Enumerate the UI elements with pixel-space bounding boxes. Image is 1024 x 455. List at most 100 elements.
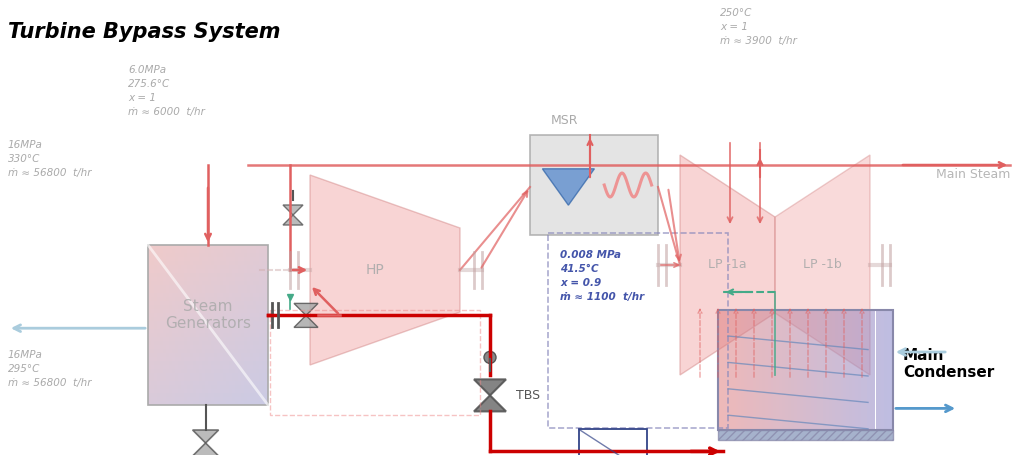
Bar	[169, 245, 172, 405]
Bar	[768, 310, 770, 430]
Text: LP -1b: LP -1b	[803, 258, 842, 272]
Bar	[208, 245, 211, 405]
Bar	[154, 245, 157, 405]
Bar	[879, 310, 882, 430]
Text: TBS: TBS	[516, 389, 540, 402]
Bar	[730, 310, 732, 430]
Bar	[181, 245, 184, 405]
Bar	[869, 310, 872, 430]
Polygon shape	[543, 169, 594, 205]
Bar	[172, 245, 175, 405]
Text: Main Steam: Main Steam	[936, 168, 1010, 182]
Bar	[148, 361, 268, 365]
Bar	[196, 245, 199, 405]
Polygon shape	[474, 395, 506, 411]
Bar	[776, 310, 779, 430]
Bar	[270, 310, 480, 415]
Bar	[193, 245, 196, 405]
Bar	[148, 329, 268, 333]
Bar	[148, 245, 268, 249]
Bar	[148, 353, 268, 357]
Bar	[148, 373, 268, 377]
Bar	[148, 289, 268, 293]
Bar	[148, 249, 268, 253]
Bar	[148, 309, 268, 313]
Bar	[148, 269, 268, 273]
Bar	[148, 273, 268, 277]
Text: 16MPa
330°C
ṁ ≈ 56800  t/hr: 16MPa 330°C ṁ ≈ 56800 t/hr	[8, 140, 91, 178]
Bar	[887, 310, 890, 430]
Text: Main
Condenser: Main Condenser	[903, 348, 994, 380]
Bar	[148, 285, 268, 289]
Bar	[190, 245, 193, 405]
Bar	[831, 310, 835, 430]
Bar	[148, 325, 268, 329]
Bar	[205, 245, 208, 405]
Bar	[779, 310, 782, 430]
Bar	[148, 397, 268, 401]
Bar	[241, 245, 244, 405]
Bar	[835, 310, 838, 430]
Bar	[791, 310, 794, 430]
Bar	[259, 245, 262, 405]
Text: LP -1a: LP -1a	[709, 258, 746, 272]
Bar	[765, 310, 768, 430]
Bar	[226, 245, 229, 405]
Bar	[866, 310, 869, 430]
Bar	[184, 245, 187, 405]
Bar	[202, 245, 205, 405]
Polygon shape	[680, 155, 775, 375]
Bar	[148, 401, 268, 405]
Bar	[160, 245, 163, 405]
Bar	[751, 310, 753, 430]
Bar	[735, 310, 738, 430]
Bar	[579, 430, 647, 455]
Bar	[187, 245, 190, 405]
Polygon shape	[193, 430, 218, 443]
Bar	[262, 245, 265, 405]
Bar	[148, 245, 151, 405]
Bar	[148, 369, 268, 373]
Polygon shape	[283, 205, 303, 215]
Bar	[852, 310, 855, 430]
Bar	[838, 310, 841, 430]
Bar	[788, 310, 791, 430]
Bar	[718, 310, 893, 430]
Bar	[151, 245, 154, 405]
Bar	[148, 377, 268, 381]
Bar	[148, 365, 268, 369]
Bar	[826, 310, 828, 430]
Circle shape	[484, 351, 496, 364]
Bar	[844, 310, 846, 430]
Bar	[849, 310, 852, 430]
Bar	[748, 310, 751, 430]
Bar	[214, 245, 217, 405]
Bar	[841, 310, 844, 430]
Bar	[148, 293, 268, 297]
Bar	[232, 245, 234, 405]
Bar	[148, 245, 268, 405]
Bar	[727, 310, 730, 430]
Bar	[872, 310, 876, 430]
Bar	[175, 245, 178, 405]
Bar	[876, 310, 879, 430]
Bar	[773, 310, 776, 430]
Bar	[148, 341, 268, 345]
Bar	[211, 245, 214, 405]
Bar	[820, 310, 823, 430]
Bar	[148, 257, 268, 261]
Bar	[148, 317, 268, 321]
Text: 250°C
x = 1
ṁ ≈ 3900  t/hr: 250°C x = 1 ṁ ≈ 3900 t/hr	[720, 8, 797, 46]
Bar	[864, 310, 866, 430]
Bar	[823, 310, 826, 430]
Bar	[738, 310, 741, 430]
Bar	[858, 310, 861, 430]
Polygon shape	[310, 175, 460, 365]
Bar	[148, 393, 268, 397]
Bar	[163, 245, 166, 405]
Bar	[148, 297, 268, 301]
Bar	[217, 245, 220, 405]
Bar	[797, 310, 800, 430]
Bar	[548, 233, 728, 428]
Bar	[238, 245, 241, 405]
